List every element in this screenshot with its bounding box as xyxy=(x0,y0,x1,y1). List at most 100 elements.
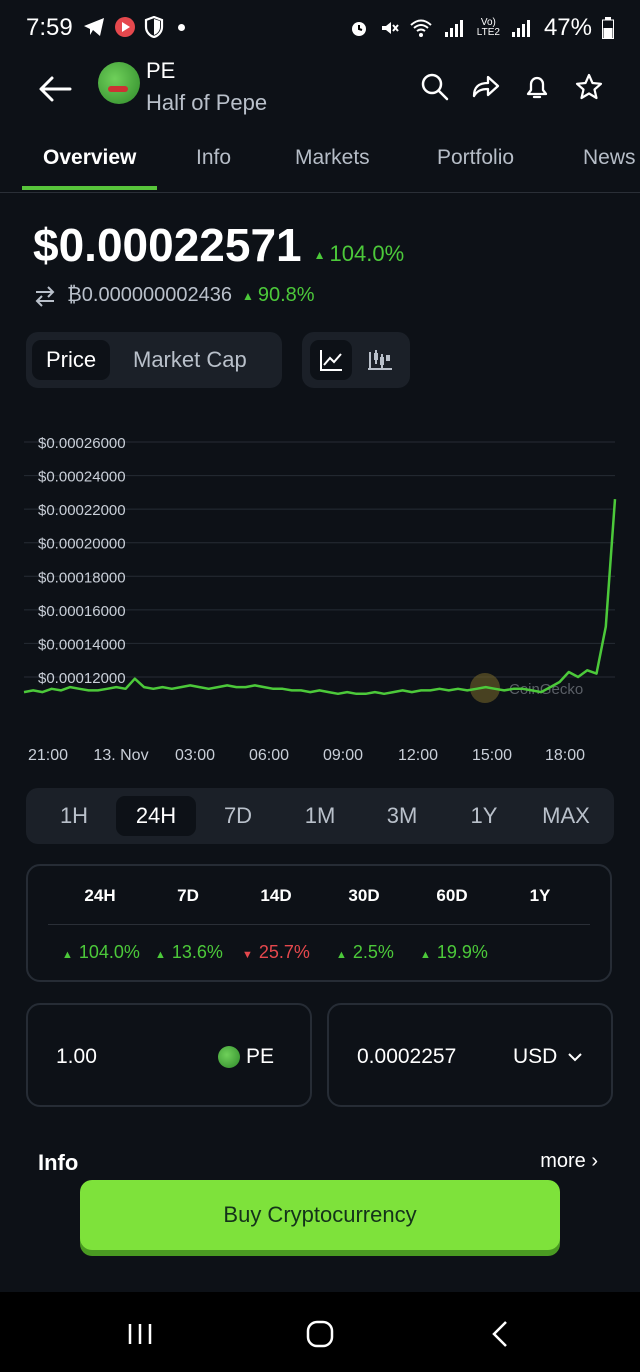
tab-news[interactable]: News xyxy=(583,146,636,169)
perf-header: 30D xyxy=(348,886,380,905)
telegram-icon xyxy=(84,18,104,36)
y-tick-label: $0.00012000 xyxy=(38,670,126,687)
coin-amount-input[interactable]: 1.00 PE xyxy=(26,1003,312,1107)
candlestick-button[interactable] xyxy=(358,340,400,380)
range-1h[interactable]: 1H xyxy=(59,803,89,828)
alarm-icon xyxy=(351,22,366,36)
range-24h[interactable]: 24H xyxy=(116,796,196,836)
coin-name: Half of Pepe xyxy=(146,90,268,115)
fiat-amount-input[interactable]: 0.0002257 USD xyxy=(327,1003,613,1107)
range-max[interactable]: MAX xyxy=(542,803,590,828)
more-link[interactable]: more › xyxy=(540,1150,598,1172)
perf-value: ▲ 19.9% xyxy=(420,942,488,962)
tab-markets[interactable]: Markets xyxy=(295,146,370,169)
perf-value: ▲ 104.0% xyxy=(62,942,140,962)
status-time: 7:59 xyxy=(26,14,73,41)
range-1y[interactable]: 1Y xyxy=(470,803,498,828)
btc-change: ▲ 90.8% xyxy=(241,284,315,306)
coin-unit: PE xyxy=(218,1045,274,1069)
pepe-coin-icon xyxy=(218,1046,240,1068)
perf-header: 7D xyxy=(177,886,199,905)
status-left-icons xyxy=(82,16,185,38)
price-option[interactable]: Price xyxy=(32,340,111,380)
range-3m[interactable]: 3M xyxy=(386,803,418,828)
home-icon[interactable] xyxy=(304,1318,336,1350)
wifi-icon xyxy=(410,19,432,37)
line-chart-button[interactable] xyxy=(310,340,352,380)
tab-overview[interactable]: Overview xyxy=(43,146,137,169)
perf-value: ▲ 13.6% xyxy=(155,942,223,962)
share-icon[interactable] xyxy=(470,72,500,102)
bottom-spacer xyxy=(0,1262,640,1292)
back-arrow-icon[interactable] xyxy=(36,70,74,108)
x-tick-label: 13. Nov xyxy=(93,747,148,764)
x-tick-label: 21:00 xyxy=(28,747,68,764)
tab-info[interactable]: Info xyxy=(196,146,232,169)
status-right: Vo) LTE2 47% xyxy=(349,14,614,42)
system-nav-bar xyxy=(0,1292,640,1372)
search-icon[interactable] xyxy=(420,72,450,102)
battery-icon xyxy=(602,17,614,39)
info-heading: Info xyxy=(38,1150,79,1175)
x-tick-label: 09:00 xyxy=(323,747,363,764)
perf-value: ▼ 25.7% xyxy=(242,942,310,962)
y-tick-label: $0.00020000 xyxy=(38,536,126,553)
range-7d[interactable]: 7D xyxy=(223,803,253,828)
signal-icon-2 xyxy=(511,20,530,37)
x-tick-label: 06:00 xyxy=(249,747,289,764)
perf-value: ▲ 2.5% xyxy=(336,942,394,962)
perf-header: 1Y xyxy=(529,886,551,905)
x-tick-label: 03:00 xyxy=(175,747,215,764)
tab-bar: Overview Info Markets Portfolio News xyxy=(0,140,640,193)
market-cap-option[interactable]: Market Cap xyxy=(133,347,247,372)
price-series-line xyxy=(23,499,617,696)
y-tick-label: $0.00014000 xyxy=(38,636,126,653)
performance-table: 24H 7D 14D 30D 60D 1Y ▲ 104.0% ▲ 13.6% ▼ 25… xyxy=(26,864,612,982)
dot-icon xyxy=(178,23,185,31)
perf-header: 14D xyxy=(260,886,292,905)
coin-logo xyxy=(98,62,140,104)
youtube-icon xyxy=(115,17,135,37)
recent-apps-icon[interactable] xyxy=(126,1320,154,1348)
perf-header: 24H xyxy=(84,886,116,905)
back-nav-icon[interactable] xyxy=(486,1318,514,1350)
star-icon[interactable] xyxy=(574,72,604,102)
fiat-amount-value: 0.0002257 xyxy=(357,1045,457,1068)
x-tick-label: 12:00 xyxy=(398,747,438,764)
coin-ticker: PE xyxy=(146,58,176,83)
price-marketcap-toggle: Price Market Cap xyxy=(26,332,282,388)
line-chart-icon xyxy=(320,350,342,371)
y-tick-label: $0.00024000 xyxy=(38,469,126,486)
chevron-down-icon xyxy=(568,1053,583,1062)
coin-amount-value: 1.00 xyxy=(56,1045,97,1068)
price-chart[interactable]: $0.00026000 $0.00024000 $0.00022000 $0.0002… xyxy=(0,420,640,780)
time-range-selector: 1H 24H 7D 1M 3M 1Y MAX xyxy=(26,788,614,844)
x-tick-label: 15:00 xyxy=(472,747,512,764)
mute-icon xyxy=(381,22,399,34)
status-bar: 7:59 Vo) LTE2 47% xyxy=(0,0,640,56)
battery-text: 47% xyxy=(543,14,592,41)
signal-icon xyxy=(444,20,463,37)
y-tick-label: $0.00016000 xyxy=(38,603,126,620)
x-tick-label: 18:00 xyxy=(545,747,585,764)
lte-icon: Vo) LTE2 xyxy=(476,17,500,38)
range-1m[interactable]: 1M xyxy=(304,803,336,828)
y-tick-label: $0.00022000 xyxy=(38,502,126,519)
price-btc: ₿0.000000002436 xyxy=(67,284,232,306)
bell-icon[interactable] xyxy=(522,72,552,102)
perf-header: 60D xyxy=(436,886,468,905)
chart-type-toggle xyxy=(302,332,410,388)
tab-portfolio[interactable]: Portfolio xyxy=(437,146,515,169)
swap-icon xyxy=(35,285,55,307)
buy-cryptocurrency-button[interactable]: Buy Cryptocurrency xyxy=(80,1180,560,1250)
y-tick-label: $0.00026000 xyxy=(38,435,126,452)
price-usd: $0.00022571 xyxy=(33,219,302,271)
shield-icon xyxy=(144,16,164,38)
y-tick-label: $0.00018000 xyxy=(38,569,126,586)
currency-select[interactable]: USD xyxy=(513,1045,583,1069)
btc-price-row: ₿0.000000002436 ▲ 90.8% xyxy=(33,284,315,307)
candlestick-icon xyxy=(368,350,392,370)
up-triangle-icon: ▲ xyxy=(313,248,326,263)
price-change: ▲ 104.0% xyxy=(313,241,405,266)
perf-divider xyxy=(48,924,590,925)
